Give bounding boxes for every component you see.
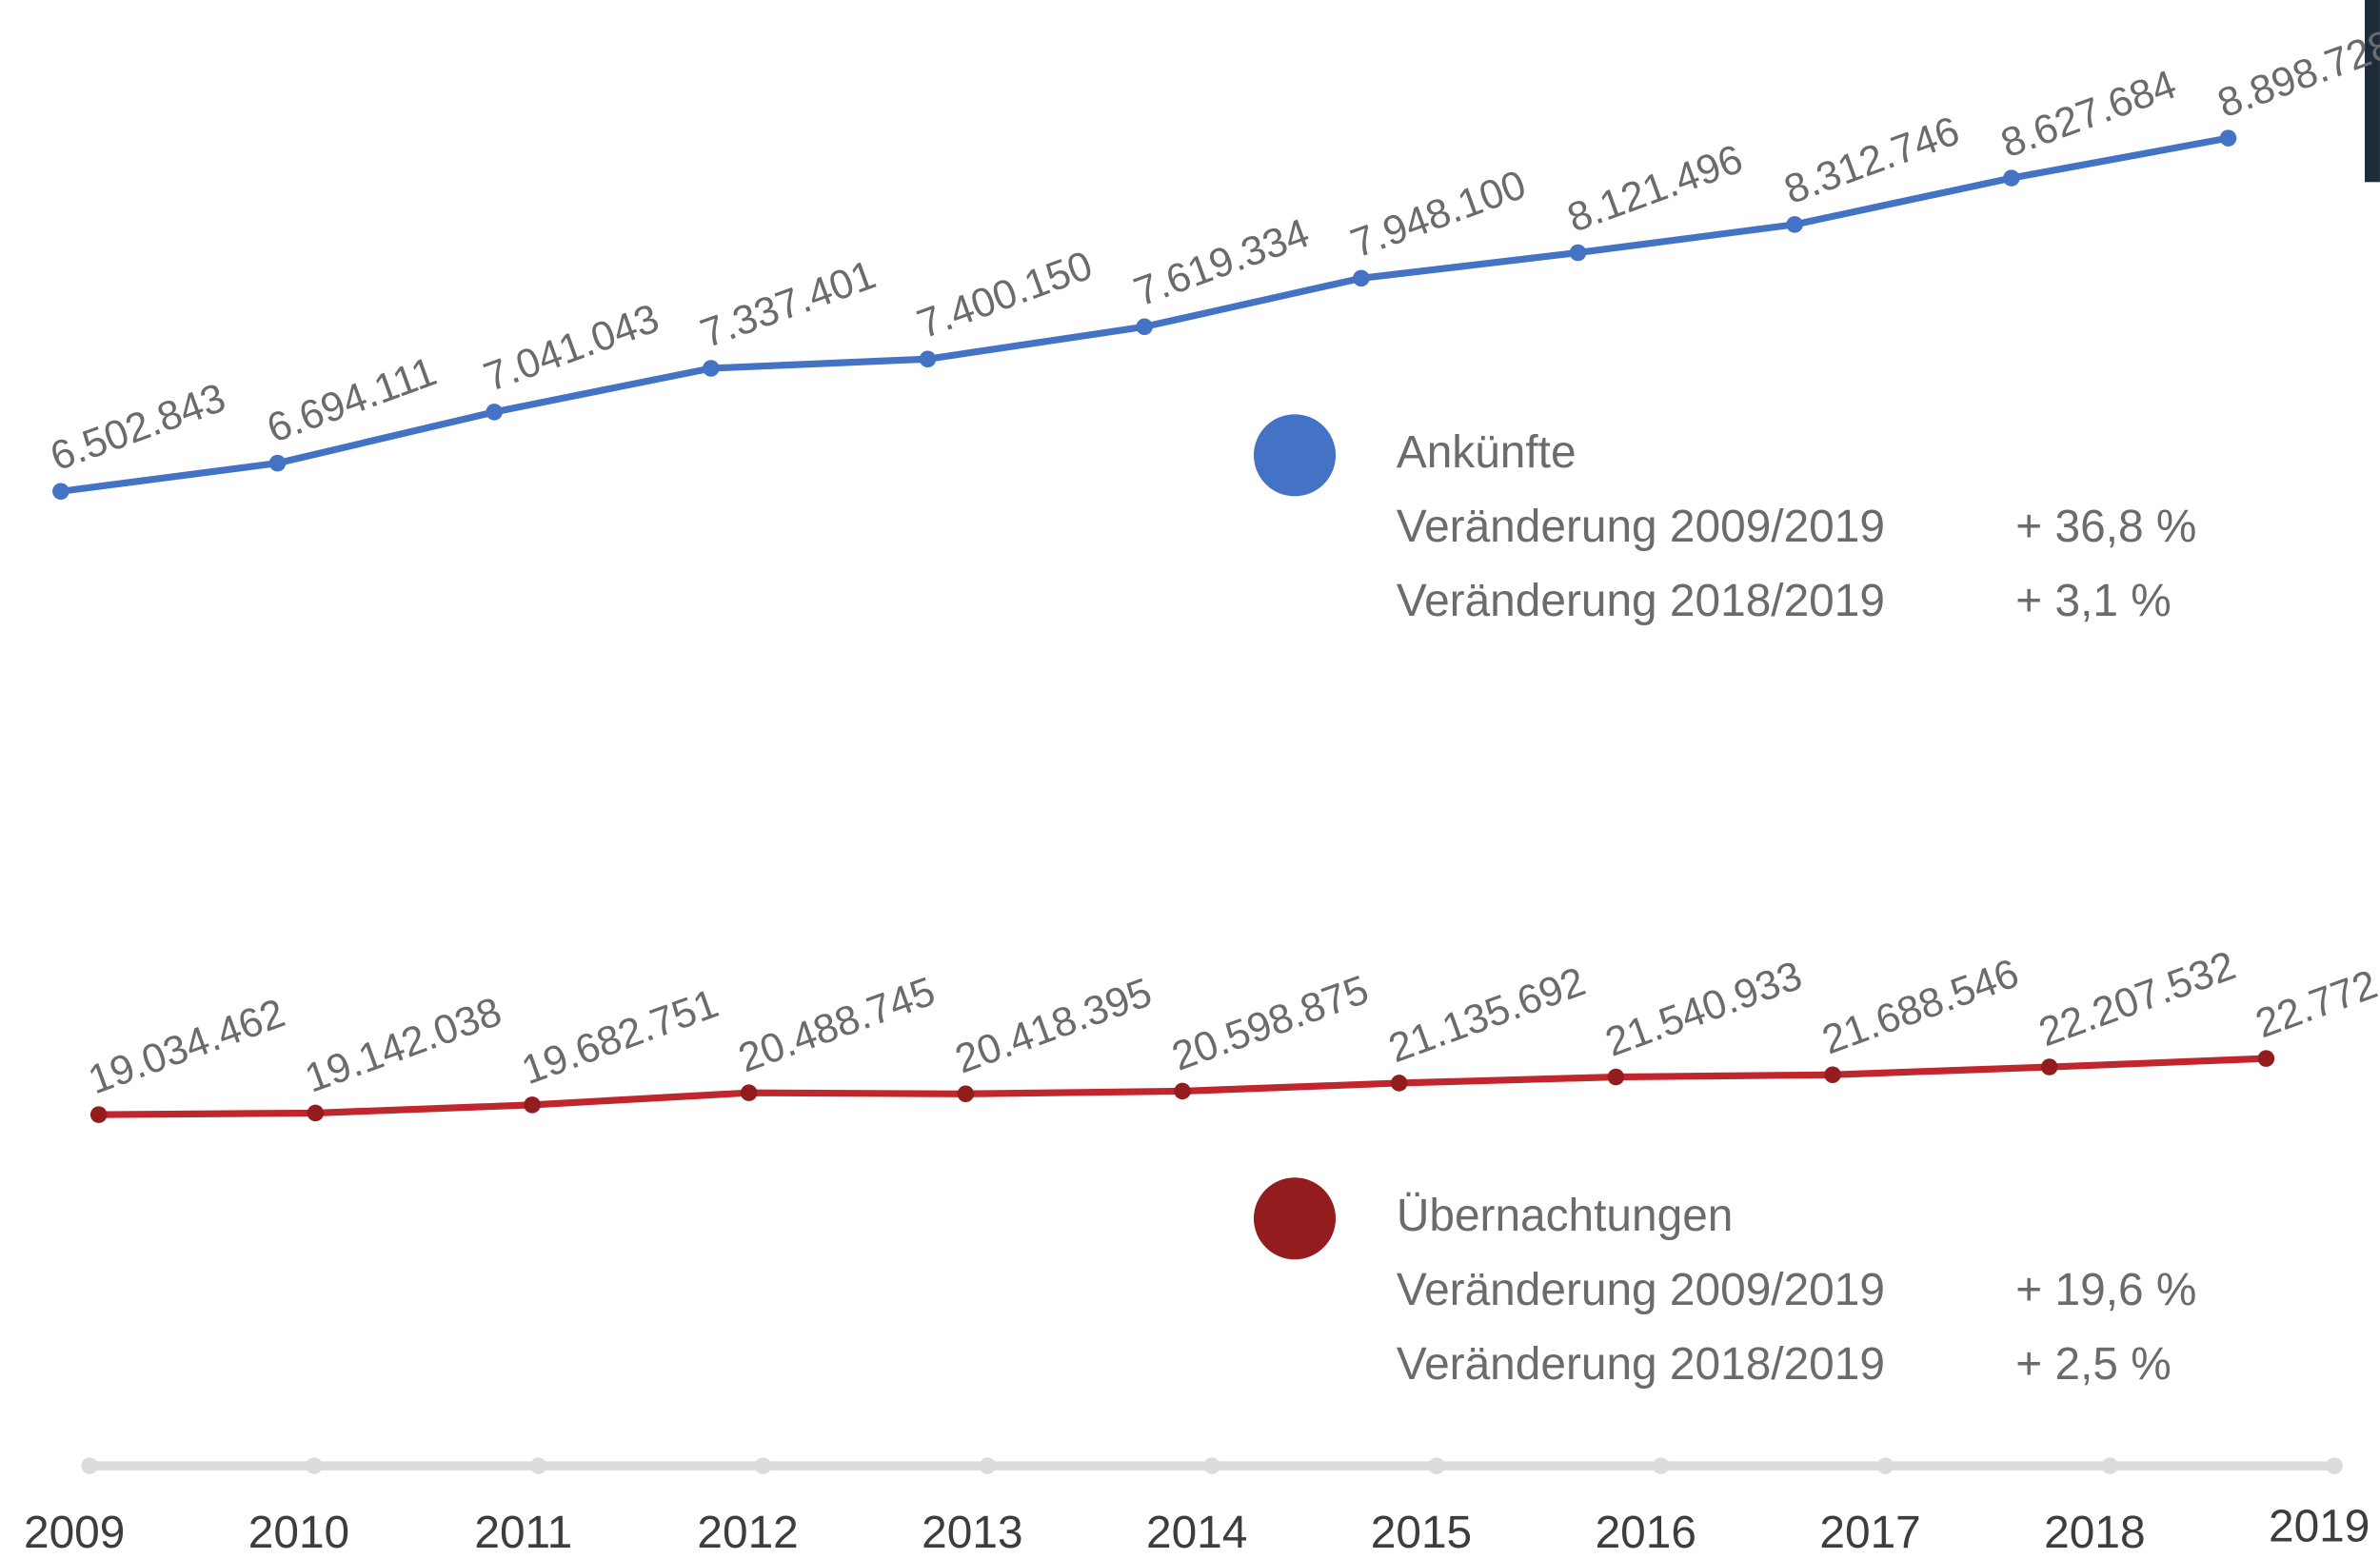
legend-marker xyxy=(1253,1177,1337,1260)
data-point xyxy=(307,1104,325,1122)
legend-note-label: Veränderung 2009/2019 xyxy=(1397,1265,1885,1315)
data-point xyxy=(2257,1050,2275,1067)
data-point xyxy=(740,1084,758,1101)
data-point xyxy=(1174,1082,1191,1100)
x-tick xyxy=(1652,1457,1670,1474)
data-label: 6.694.111 xyxy=(261,348,442,451)
legend-label: Übernachtungen xyxy=(1397,1191,1734,1241)
data-label: 7.400.150 xyxy=(911,243,1098,348)
legend-note-label: Veränderung 2009/2019 xyxy=(1397,502,1885,552)
legend-note-label: Veränderung 2018/2019 xyxy=(1397,576,1885,626)
data-point xyxy=(486,404,503,421)
data-point xyxy=(2040,1058,2058,1076)
legend-note-value: + 36,8 % xyxy=(2015,502,2196,552)
data-point xyxy=(1786,216,1803,233)
data-point xyxy=(52,483,69,501)
data-point xyxy=(89,1106,108,1123)
legend-label: Ankünfte xyxy=(1397,427,1577,478)
x-tick xyxy=(754,1457,772,1474)
data-point xyxy=(1824,1066,1841,1083)
data-label: 21.135.692 xyxy=(1383,958,1592,1072)
x-tick-label: 2016 xyxy=(1596,1508,1696,1558)
data-point xyxy=(1607,1068,1625,1086)
x-tick xyxy=(2326,1457,2343,1474)
data-label: 19.034.462 xyxy=(83,991,291,1104)
data-point xyxy=(1136,318,1153,336)
x-tick xyxy=(1203,1457,1220,1474)
data-label: 7.948.100 xyxy=(1345,162,1532,267)
data-label: 7.619.334 xyxy=(1128,210,1315,316)
x-tick xyxy=(1428,1457,1445,1474)
data-label: 20.488.745 xyxy=(733,969,942,1082)
legend-note-value: + 3,1 % xyxy=(2015,576,2171,626)
data-point xyxy=(2003,169,2020,187)
data-label: 19.682.751 xyxy=(516,980,724,1094)
data-label: 20.418.395 xyxy=(949,970,1158,1083)
x-tick-label: 2010 xyxy=(248,1508,349,1558)
data-label: 22.207.532 xyxy=(2033,942,2242,1056)
data-label: 21.540.933 xyxy=(1599,953,1808,1066)
legend-note-label: Veränderung 2018/2019 xyxy=(1397,1339,1885,1390)
legend-marker xyxy=(1253,414,1337,497)
data-point xyxy=(957,1085,975,1103)
corner-bar xyxy=(2365,0,2380,183)
data-point xyxy=(268,454,287,472)
x-tick-label: 2017 xyxy=(1819,1508,1920,1558)
data-label: 22.772 xyxy=(2250,961,2380,1047)
legend-note-value: + 19,6 % xyxy=(2015,1265,2196,1315)
data-label: 6.502.843 xyxy=(45,375,231,481)
data-point xyxy=(2219,129,2237,147)
x-tick-label: 2013 xyxy=(922,1508,1022,1558)
legend-note-value: + 2,5 % xyxy=(2015,1339,2171,1390)
data-label: 20.598.875 xyxy=(1166,967,1375,1080)
data-point xyxy=(1353,269,1370,287)
data-label: 8.121.496 xyxy=(1561,136,1748,242)
x-tick-label: 2009 xyxy=(24,1508,125,1558)
x-tick xyxy=(2101,1457,2119,1474)
x-tick xyxy=(306,1457,323,1474)
x-tick xyxy=(81,1457,98,1474)
data-point xyxy=(703,360,720,377)
data-point xyxy=(1569,244,1587,262)
data-label: 8.898.728 xyxy=(2211,22,2380,128)
x-tick-label: 2011 xyxy=(474,1508,572,1558)
x-tick-label: 2014 xyxy=(1146,1508,1247,1558)
data-label: 7.337.401 xyxy=(695,252,882,358)
x-tick-label: 2015 xyxy=(1371,1508,1472,1558)
x-tick xyxy=(529,1457,547,1474)
x-tick-label: 2012 xyxy=(697,1508,798,1558)
data-point xyxy=(1390,1075,1408,1092)
data-label: 8.312.746 xyxy=(1778,108,1965,213)
data-point xyxy=(524,1096,541,1114)
data-label: 19.142.038 xyxy=(299,989,507,1102)
x-tick-label: 2019 xyxy=(2269,1502,2370,1552)
x-tick-label: 2018 xyxy=(2044,1508,2145,1558)
data-label: 21.688.546 xyxy=(1816,951,2025,1064)
x-tick xyxy=(979,1457,997,1474)
data-point xyxy=(919,350,937,368)
x-tick xyxy=(1876,1457,1894,1474)
